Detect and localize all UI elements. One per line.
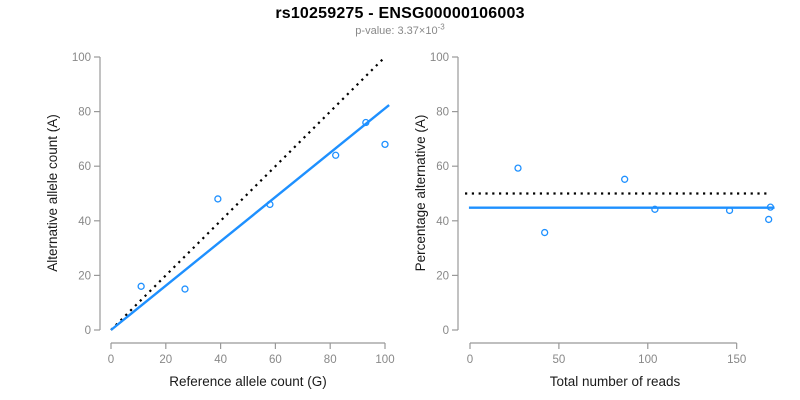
x-tick-label: 20 [159,354,172,366]
panel-allele-counts-panel: 0 20 40 60 80 100 0 20 40 60 80 100 Reference allele… [45,52,395,389]
y-axis-title: Alternative allele count (A) [45,114,60,272]
x-tick-label: 50 [552,354,565,366]
data-point [765,215,773,224]
data-point [332,151,340,159]
y-axis-title: Percentage alternative (A) [413,115,428,272]
figure-subtitle: p-value: 3.37×10-3 [0,22,800,37]
data-point [514,164,522,172]
y-tick-label: 20 [78,270,91,282]
pvalue-exponent: -3 [437,22,445,32]
x-tick-label: 100 [375,354,394,366]
data-point [766,203,775,211]
y-tick-label: 0 [443,325,449,337]
y-tick-label: 100 [72,52,91,64]
data-point [381,140,389,149]
x-tick-label: 80 [324,354,337,366]
data-point [266,200,274,209]
data-point [651,205,659,213]
x-axis-title: Reference allele count (G) [169,374,327,389]
y-tick-label: 80 [78,107,91,119]
x-tick-label: 150 [727,354,746,366]
data-point [214,195,222,203]
x-axis-title: Total number of reads [550,374,681,389]
x-tick-label: 0 [108,354,114,366]
y-tick-label: 80 [436,107,449,119]
data-point [541,228,549,237]
y-tick-label: 40 [78,216,91,228]
x-tick-label: 100 [638,354,657,366]
y-tick-label: 60 [78,161,91,173]
y-tick-label: 60 [436,161,449,173]
data-point [362,118,370,127]
data-point [181,285,189,293]
panel-percentage-panel: 0 20 40 60 80 100 0 50 100 150 Total number of rea… [413,52,775,389]
y-tick-label: 0 [85,325,91,337]
x-tick-label: 0 [467,354,473,366]
y-tick-label: 20 [436,270,449,282]
data-point [621,175,629,183]
data-point [725,206,734,215]
x-tick-label: 40 [214,354,227,366]
y-tick-label: 40 [436,216,449,228]
figure-title: rs10259275 - ENSG00000106003 [275,5,525,22]
pvalue-text: p-value: 3.37×10 [355,25,438,37]
x-tick-label: 60 [269,354,282,366]
fit-line [110,104,390,331]
data-point [137,282,145,290]
y-tick-label: 100 [430,52,449,64]
identity-line [110,56,386,331]
